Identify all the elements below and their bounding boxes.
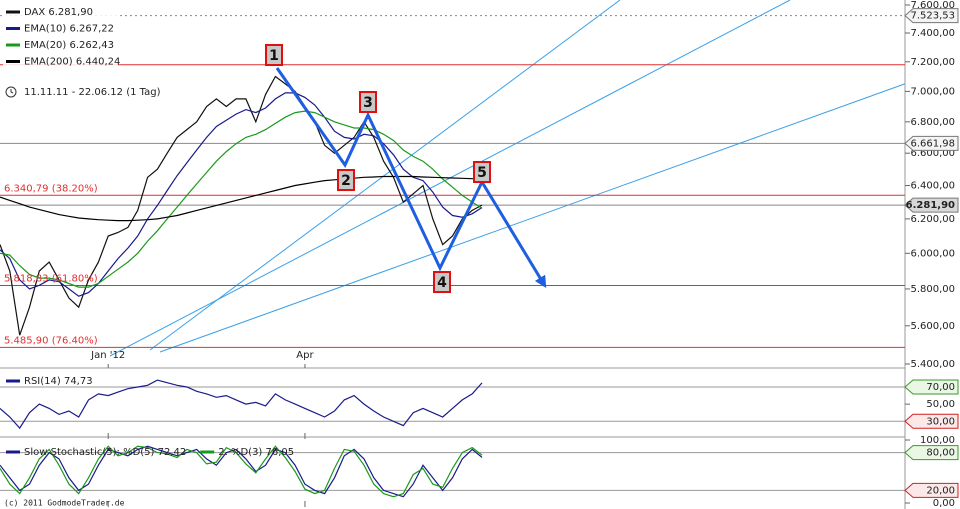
level-label: 6.340,79 (38.20%) (4, 183, 98, 194)
legend-bg (3, 21, 118, 36)
price-tag-label: 7.523,53 (910, 11, 955, 22)
wave-box (265, 44, 283, 66)
series-line (0, 75, 483, 336)
y-tick-label: 6.000,00 (910, 248, 955, 259)
y-tick-label: 50,00 (926, 399, 955, 410)
y-tick-label: 6.400,00 (910, 181, 955, 192)
legend-label: EMA(10) 6.267,22 (24, 24, 114, 35)
forecast-arrow (480, 181, 547, 289)
legend-label: EMA(200) 6.440,24 (24, 57, 120, 68)
y-tick-label: 5.400,00 (910, 359, 955, 370)
wave-label: 1 (269, 48, 279, 64)
wave-label: 3 (363, 95, 373, 111)
panel (0, 15, 905, 348)
panel (0, 445, 905, 498)
wave-path (275, 67, 484, 272)
trend-line (149, 0, 621, 351)
legend-bg (3, 5, 118, 19)
wave-arrows (275, 67, 547, 289)
clock-hand (10, 89, 14, 94)
series-line (0, 445, 483, 498)
legend-label: Slow Stochastic(5): %D(5) 72,42 (24, 447, 186, 458)
level-label: 5.485,90 (76.40%) (4, 335, 98, 346)
y-tick-label: 0,00 (933, 498, 955, 509)
series-line (0, 92, 483, 297)
source: (c) 2011 GodmodeTrader.de (4, 499, 125, 508)
series-line (0, 175, 483, 222)
y-tick-label: 7.200,00 (910, 57, 955, 68)
y-tick-label: 7.400,00 (910, 28, 955, 39)
wave-label: 5 (477, 165, 487, 181)
y-tick-label: 7.000,00 (910, 86, 955, 97)
y-tick-label: 20,00 (926, 485, 955, 496)
legend-label: DAX 6.281,90 (24, 7, 93, 18)
series-line (0, 445, 483, 498)
wave-box (473, 161, 491, 183)
y-tick-label: 70,00 (926, 382, 955, 393)
y-tick-label: 100,00 (920, 435, 955, 446)
y-tick-label: 30,00 (926, 416, 955, 427)
y-tick-label: 7.600,00 (910, 0, 955, 11)
legend-bg (3, 38, 118, 52)
price-tag (904, 8, 959, 24)
wave-label: 4 (437, 275, 447, 291)
y-tick-label: 6.200,00 (910, 214, 955, 225)
price-tag-label: 6.281,90 (906, 200, 955, 211)
band-tag (904, 413, 959, 429)
legend-bg (3, 54, 118, 69)
level-label: 5.818,83 (61.80%) (4, 274, 98, 285)
wave-label: 2 (341, 173, 351, 189)
legend-label: RSI(14) 74,73 (24, 376, 93, 387)
y-tick-label: 6.800,00 (910, 117, 955, 128)
clock-icon (5, 86, 17, 98)
trend-line (159, 83, 905, 353)
price-tag (904, 197, 959, 213)
series-line (0, 379, 483, 430)
subtitle: 11.11.11 - 22.06.12 (1 Tag) (24, 87, 161, 98)
series-line (0, 110, 483, 288)
wave-labels: 1 2 3 4 5 (265, 44, 491, 293)
wave-box (433, 271, 451, 293)
price-tag-label: 6.661,98 (910, 138, 955, 149)
panel (0, 379, 905, 430)
legend-label: EMA(20) 6.262,43 (24, 40, 114, 51)
y-tick-label: 80,00 (926, 448, 955, 459)
price-tag (904, 135, 959, 151)
wave-box (359, 91, 377, 113)
band-tag (904, 482, 959, 498)
legend-label: 2. %D(3) 76,05 (218, 447, 294, 458)
y-tick-label: 6.600,00 (910, 148, 955, 159)
band-tag (904, 379, 959, 395)
x-tick-label: Apr (296, 350, 314, 361)
y-tick-label: 5.800,00 (910, 284, 955, 295)
wave-box (337, 169, 355, 191)
x-tick-label: Jan '12 (90, 350, 125, 361)
band-tag (904, 445, 959, 461)
y-tick-label: 5.600,00 (910, 321, 955, 332)
